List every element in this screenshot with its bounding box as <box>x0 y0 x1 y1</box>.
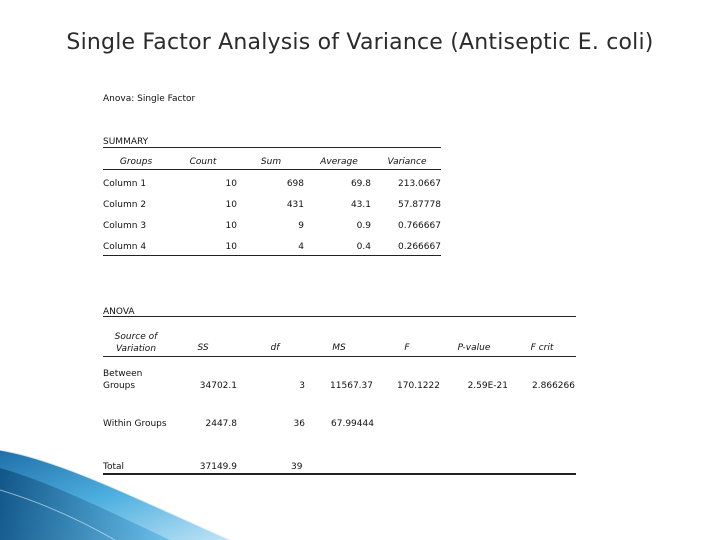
table-cell: 4 <box>298 242 304 252</box>
summary-bottom-rule <box>103 255 441 256</box>
table-cell: 11567.37 <box>330 381 373 391</box>
table-cell: 2.866266 <box>532 381 575 391</box>
anova-header-df: df <box>270 343 280 353</box>
table-cell: Within Groups <box>103 419 167 429</box>
table-cell: 9 <box>298 221 304 231</box>
table-cell: 10 <box>225 179 237 189</box>
table-cell: 698 <box>286 179 304 189</box>
anova-header-source: Source of Variation <box>114 332 158 354</box>
table-cell: 0.9 <box>356 221 371 231</box>
table-cell: 0.766667 <box>398 221 441 231</box>
table-cell: 10 <box>225 242 237 252</box>
summary-header-sum: Sum <box>260 157 282 167</box>
summary-header-count: Count <box>189 157 217 167</box>
summary-header-variance: Variance <box>387 157 427 167</box>
anova-header-ms: MS <box>332 343 346 353</box>
anova-label: ANOVA <box>103 307 135 317</box>
table-cell: 431 <box>286 200 304 210</box>
anova-header-rule <box>103 356 576 357</box>
table-cell: 69.8 <box>350 179 371 189</box>
summary-header-groups: Groups <box>119 157 153 167</box>
table-cell: Between Groups <box>103 369 143 391</box>
table-cell: 37149.9 <box>199 462 237 472</box>
page-title: Single Factor Analysis of Variance (Anti… <box>66 30 654 55</box>
summary-header-rule <box>103 169 441 170</box>
table-cell: Column 2 <box>103 200 147 210</box>
table-cell: 34702.1 <box>199 381 237 391</box>
anova-bottom-rule <box>103 473 576 475</box>
table-cell: Column 3 <box>103 221 147 231</box>
table-cell: 0.266667 <box>398 242 441 252</box>
table-cell: 170.1222 <box>397 381 440 391</box>
anova-header-ss: SS <box>197 343 209 353</box>
table-cell: 10 <box>225 221 237 231</box>
table-cell: Total <box>103 462 125 472</box>
table-cell: 213.0667 <box>398 179 441 189</box>
anova-header-f-crit: F crit <box>530 343 554 353</box>
anova-header-p-value: P-value <box>457 343 491 353</box>
table-cell: 57.87778 <box>398 200 441 210</box>
table-cell: Column 4 <box>103 242 147 252</box>
summary-label: SUMMARY <box>103 137 149 147</box>
table-cell: 36 <box>293 419 305 429</box>
table-cell: 0.4 <box>356 242 371 252</box>
table-cell: Column 1 <box>103 179 147 189</box>
summary-top-rule <box>103 147 441 148</box>
summary-header-average: Average <box>320 157 358 167</box>
anova-header-f: F <box>404 343 410 353</box>
table-cell: 67.99444 <box>331 419 374 429</box>
decorative-swoosh <box>0 449 231 540</box>
table-cell: 2.59E-21 <box>467 381 508 391</box>
anova-heading: Anova: Single Factor <box>103 94 196 104</box>
table-cell: 39 <box>291 462 303 472</box>
table-cell: 3 <box>299 381 305 391</box>
table-cell: 10 <box>225 200 237 210</box>
table-cell: 43.1 <box>350 200 371 210</box>
anova-top-rule <box>103 316 576 317</box>
table-cell: 2447.8 <box>205 419 238 429</box>
